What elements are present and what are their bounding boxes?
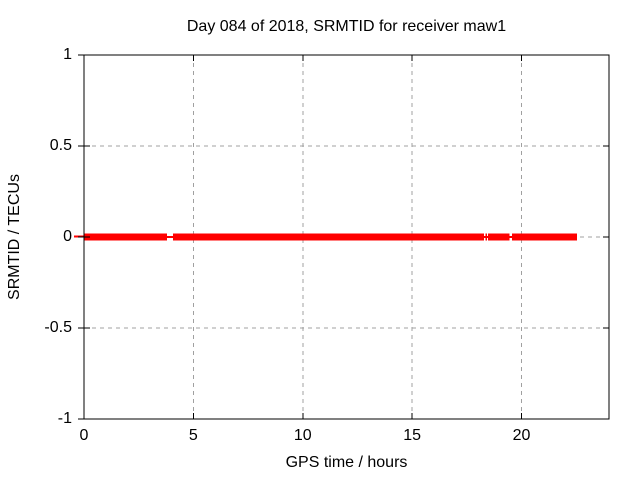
x-tick-label: 10 [293, 427, 312, 444]
y-tick-label: 1 [63, 46, 72, 63]
chart-title: Day 084 of 2018, SRMTID for receiver maw… [186, 18, 507, 35]
data-line-segment [485, 233, 487, 241]
data-line-segment [84, 233, 167, 241]
data-line-segment [488, 233, 510, 241]
data-line-segment [173, 233, 485, 241]
x-tick-label: 0 [79, 427, 89, 444]
y-tick-label: 0.5 [49, 137, 72, 154]
y-tick-label: -0.5 [44, 319, 72, 336]
data-line-segment [512, 233, 578, 241]
x-tick-label: 20 [512, 427, 531, 444]
y-tick-label: 0 [63, 228, 72, 245]
x-tick-label: 15 [403, 427, 422, 444]
x-tick-label: 5 [188, 427, 198, 444]
x-axis-label: GPS time / hours [285, 454, 408, 471]
y-tick-label: -1 [57, 410, 72, 427]
